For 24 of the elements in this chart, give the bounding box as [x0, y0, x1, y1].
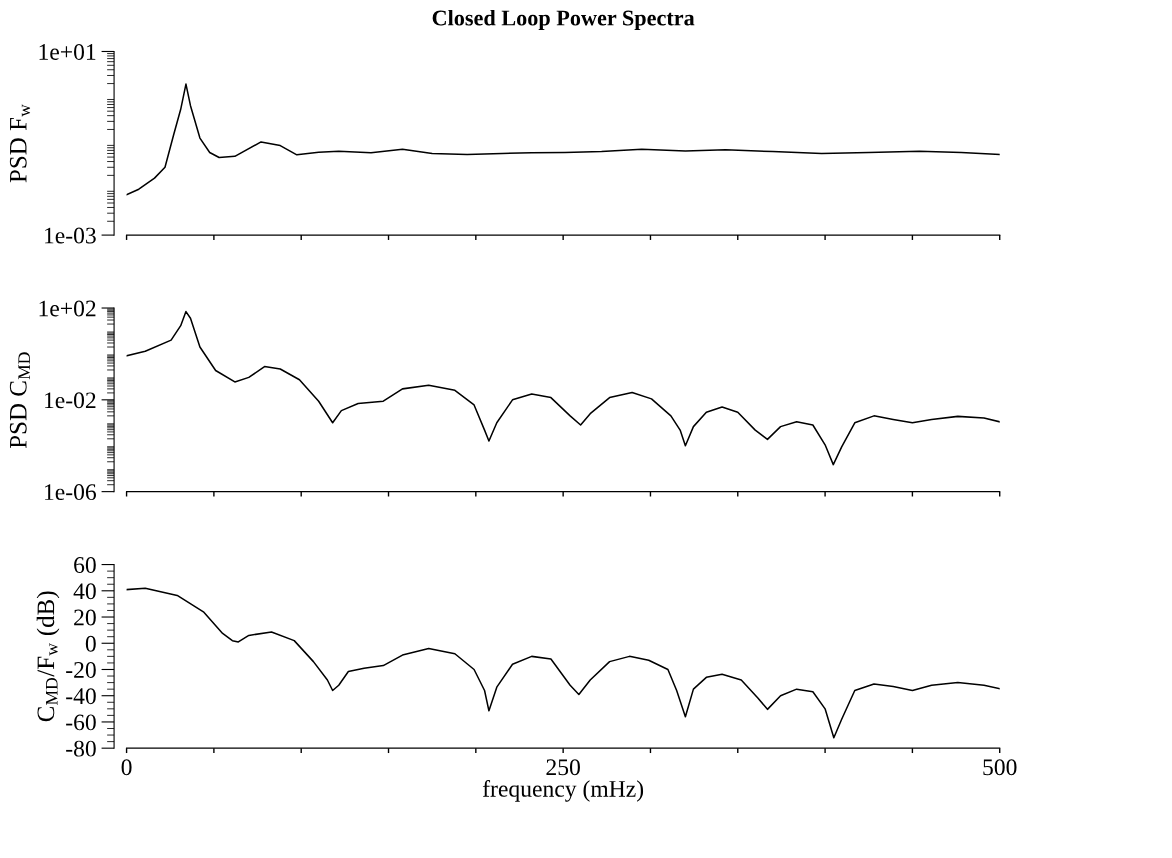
y-axis-title: PSD F$_{w}$ — [9, 104, 31, 183]
y-tick-label: 1e-02 — [45, 392, 96, 409]
x-tick-label: 500 — [983, 759, 1017, 776]
y-axis-title: PSD C$_{MD}$ — [9, 352, 30, 449]
y-tick-label: -80 — [66, 740, 96, 757]
y-tick-label: -60 — [66, 714, 96, 731]
y-tick-label: 60 — [74, 557, 96, 573]
y-tick-label: 0 — [85, 635, 96, 652]
line-series — [126, 587, 1000, 739]
y-tick-label: 1e-03 — [45, 227, 96, 244]
x-tick-label: 0 — [121, 759, 132, 776]
y-tick-label: 1e-06 — [45, 484, 97, 501]
x-axis-title: frequency (mHz) — [482, 780, 644, 802]
y-tick-label: -40 — [66, 688, 96, 705]
y-tick-label: 1e+02 — [39, 300, 96, 317]
chart-title: Closed Loop Power Spectra — [432, 9, 695, 31]
x-tick-label: 250 — [546, 759, 580, 776]
y-tick-label: 20 — [74, 609, 96, 626]
y-axis-title: C$_{MD}$/F$_{w}$ (dB) — [36, 591, 60, 722]
y-tick-label: -20 — [66, 661, 96, 678]
line-series — [126, 310, 1000, 466]
line-series — [126, 83, 1000, 196]
y-tick-label: 1e+01 — [39, 43, 96, 60]
y-tick-label: 40 — [73, 583, 96, 600]
